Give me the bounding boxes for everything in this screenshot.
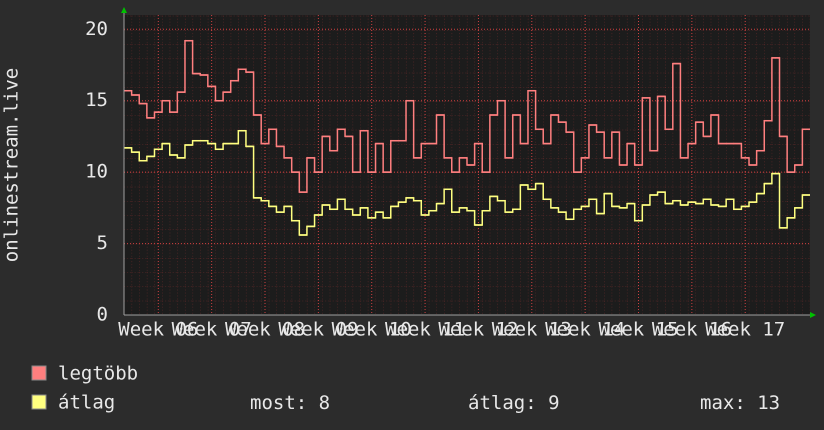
stat: most: 8 bbox=[250, 392, 330, 414]
x-tick-label: Week 06 bbox=[118, 319, 198, 341]
x-tick-label: Week 12 bbox=[438, 319, 518, 341]
step-connector bbox=[124, 39, 810, 193]
x-tick-label: Week 11 bbox=[385, 319, 465, 341]
y-tick-label: 10 bbox=[85, 161, 108, 183]
stat: átlag: 9 bbox=[468, 392, 560, 414]
stat-value: 13 bbox=[757, 392, 780, 414]
x-tick-label: Week 16 bbox=[652, 319, 732, 341]
x-tick-label: Week 14 bbox=[545, 319, 625, 341]
lines bbox=[124, 39, 810, 236]
stat-label: átlag: bbox=[468, 392, 537, 414]
x-tick-label: Week 07 bbox=[172, 319, 252, 341]
legend-label: legtöbb bbox=[58, 363, 138, 385]
y-tick-label: 15 bbox=[85, 89, 108, 111]
legend-swatch bbox=[31, 365, 47, 381]
x-tick-label: Week 17 bbox=[705, 319, 785, 341]
y-tick-label: 20 bbox=[85, 18, 108, 40]
x-arrow bbox=[810, 312, 816, 318]
y-arrow bbox=[121, 7, 127, 13]
legend-swatch bbox=[31, 394, 47, 410]
stat-value: 8 bbox=[319, 392, 330, 414]
y-axis-label: onlinestream.live bbox=[1, 68, 23, 262]
legend-label: átlag bbox=[58, 392, 115, 414]
stat-label: most: bbox=[250, 392, 307, 414]
x-tick-label: Week 13 bbox=[492, 319, 572, 341]
stat-label: max: bbox=[700, 392, 746, 414]
y-tick-label: 0 bbox=[97, 304, 108, 326]
x-tick-label: Week 15 bbox=[598, 319, 678, 341]
stat: max: 13 bbox=[700, 392, 780, 414]
x-tick-label: Week 10 bbox=[332, 319, 412, 341]
x-tick-label: Week 08 bbox=[225, 319, 305, 341]
y-tick-label: 5 bbox=[97, 232, 108, 254]
stat-value: 9 bbox=[548, 392, 559, 414]
x-tick-label: Week 09 bbox=[278, 319, 358, 341]
